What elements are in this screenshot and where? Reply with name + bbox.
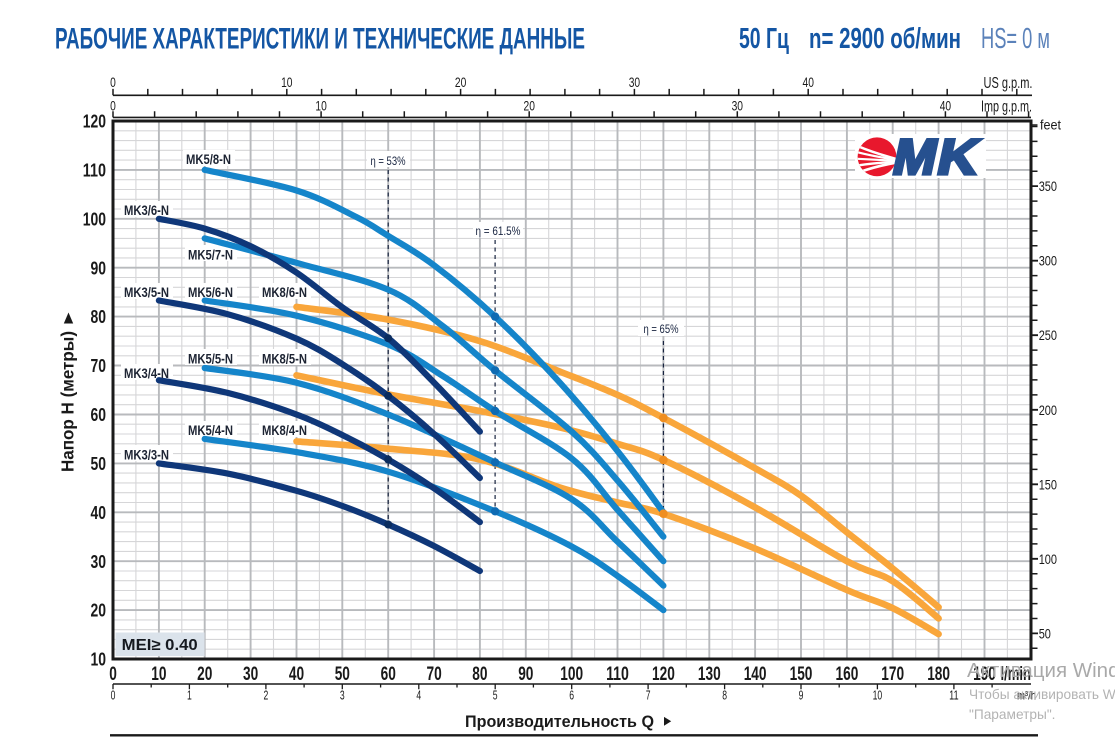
svg-text:70: 70 bbox=[91, 355, 107, 376]
svg-text:90: 90 bbox=[91, 257, 107, 278]
svg-text:80: 80 bbox=[91, 306, 107, 327]
svg-text:110: 110 bbox=[83, 160, 106, 181]
svg-text:3: 3 bbox=[340, 689, 345, 703]
svg-text:90: 90 bbox=[518, 664, 533, 685]
svg-text:60: 60 bbox=[91, 404, 107, 425]
svg-text:150: 150 bbox=[790, 664, 813, 685]
svg-text:РАБОЧИЕ ХАРАКТЕРИСТИКИ И ТЕХНИ: РАБОЧИЕ ХАРАКТЕРИСТИКИ И ТЕХНИЧЕСКИЕ ДАН… bbox=[55, 23, 585, 56]
svg-text:140: 140 bbox=[744, 664, 767, 685]
svg-text:Активация Windows: Активация Windows bbox=[967, 659, 1115, 682]
svg-text:40: 40 bbox=[940, 97, 952, 113]
svg-text:2: 2 bbox=[264, 689, 269, 703]
svg-text:MK5/4-N: MK5/4-N bbox=[188, 422, 233, 438]
svg-text:MK3/5-N: MK3/5-N bbox=[124, 284, 169, 300]
svg-text:100: 100 bbox=[1039, 551, 1057, 567]
svg-text:130: 130 bbox=[698, 664, 721, 685]
svg-text:50: 50 bbox=[91, 453, 107, 474]
svg-text:20: 20 bbox=[455, 74, 467, 90]
svg-text:20: 20 bbox=[197, 664, 212, 685]
svg-text:30: 30 bbox=[91, 551, 107, 572]
svg-text:5: 5 bbox=[493, 689, 498, 703]
svg-text:170: 170 bbox=[881, 664, 904, 685]
svg-text:160: 160 bbox=[836, 664, 859, 685]
svg-text:0: 0 bbox=[111, 689, 116, 703]
svg-text:0: 0 bbox=[110, 74, 116, 90]
svg-text:Производительность Q: Производительность Q bbox=[465, 713, 654, 731]
svg-text:US g.p.m.: US g.p.m. bbox=[984, 75, 1033, 92]
svg-text:9: 9 bbox=[799, 689, 804, 703]
svg-text:10: 10 bbox=[315, 97, 327, 113]
svg-text:40: 40 bbox=[803, 74, 815, 90]
svg-text:120: 120 bbox=[83, 111, 106, 132]
svg-text:"Параметры".: "Параметры". bbox=[969, 707, 1055, 722]
svg-text:HS= 0 м: HS= 0 м bbox=[981, 23, 1050, 55]
svg-text:MEI≥ 0.40: MEI≥ 0.40 bbox=[122, 637, 198, 654]
svg-text:10: 10 bbox=[151, 664, 166, 685]
svg-text:40: 40 bbox=[91, 502, 107, 523]
svg-text:180: 180 bbox=[927, 664, 950, 685]
svg-text:20: 20 bbox=[524, 97, 536, 113]
svg-text:η = 61.5%: η = 61.5% bbox=[476, 224, 521, 238]
svg-text:11: 11 bbox=[949, 689, 959, 703]
svg-text:MK5/8-N: MK5/8-N bbox=[186, 151, 231, 167]
svg-text:30: 30 bbox=[732, 97, 744, 113]
svg-text:Чтобы активировать Windows, пе: Чтобы активировать Windows, перейдите в … bbox=[969, 687, 1115, 702]
svg-text:MK8/4-N: MK8/4-N bbox=[262, 422, 307, 438]
svg-text:MK8/5-N: MK8/5-N bbox=[262, 351, 307, 367]
svg-text:4: 4 bbox=[416, 689, 421, 703]
svg-text:MK5/7-N: MK5/7-N bbox=[188, 247, 233, 263]
svg-text:n= 2900 об/мин: n= 2900 об/мин bbox=[809, 23, 961, 55]
svg-text:190: 190 bbox=[973, 664, 996, 685]
svg-text:η = 65%: η = 65% bbox=[644, 322, 679, 336]
svg-text:m³/h: m³/h bbox=[1017, 689, 1036, 703]
svg-text:250: 250 bbox=[1039, 327, 1057, 343]
svg-text:50 Гц: 50 Гц bbox=[739, 23, 789, 55]
svg-text:80: 80 bbox=[472, 664, 487, 685]
svg-text:70: 70 bbox=[427, 664, 442, 685]
svg-text:MK5/6-N: MK5/6-N bbox=[188, 284, 233, 300]
svg-text:300: 300 bbox=[1039, 253, 1057, 269]
svg-text:60: 60 bbox=[381, 664, 396, 685]
svg-text:30: 30 bbox=[629, 74, 641, 90]
svg-text:Imp g.p.m.: Imp g.p.m. bbox=[981, 98, 1032, 115]
svg-text:8: 8 bbox=[722, 689, 727, 703]
svg-text:350: 350 bbox=[1039, 178, 1057, 194]
svg-text:50: 50 bbox=[335, 664, 350, 685]
svg-text:10: 10 bbox=[281, 74, 293, 90]
svg-text:120: 120 bbox=[652, 664, 675, 685]
svg-text:MK5/5-N: MK5/5-N bbox=[188, 351, 233, 367]
svg-text:6: 6 bbox=[569, 689, 574, 703]
svg-text:10: 10 bbox=[873, 689, 883, 703]
svg-text:MK8/6-N: MK8/6-N bbox=[262, 284, 307, 300]
svg-text:200: 200 bbox=[1039, 402, 1057, 418]
svg-text:50: 50 bbox=[1039, 625, 1051, 641]
svg-text:l/min: l/min bbox=[1001, 664, 1032, 685]
svg-text:0: 0 bbox=[110, 97, 116, 113]
svg-text:MK3/3-N: MK3/3-N bbox=[124, 447, 169, 463]
svg-text:20: 20 bbox=[91, 600, 107, 621]
svg-text:η = 53%: η = 53% bbox=[371, 154, 406, 168]
svg-text:10: 10 bbox=[91, 649, 107, 670]
svg-text:MK3/6-N: MK3/6-N bbox=[124, 202, 169, 218]
svg-text:0: 0 bbox=[109, 664, 117, 685]
svg-text:110: 110 bbox=[606, 664, 629, 685]
svg-text:MK3/4-N: MK3/4-N bbox=[124, 365, 169, 381]
svg-text:feet: feet bbox=[1040, 118, 1061, 133]
svg-text:40: 40 bbox=[289, 664, 304, 685]
svg-text:100: 100 bbox=[560, 664, 583, 685]
svg-text:1: 1 bbox=[187, 689, 192, 703]
svg-text:7: 7 bbox=[646, 689, 651, 703]
svg-text:150: 150 bbox=[1039, 476, 1057, 492]
svg-text:100: 100 bbox=[83, 208, 106, 229]
svg-text:30: 30 bbox=[243, 664, 258, 685]
svg-text:Напор H (метры): Напор H (метры) bbox=[58, 331, 78, 472]
